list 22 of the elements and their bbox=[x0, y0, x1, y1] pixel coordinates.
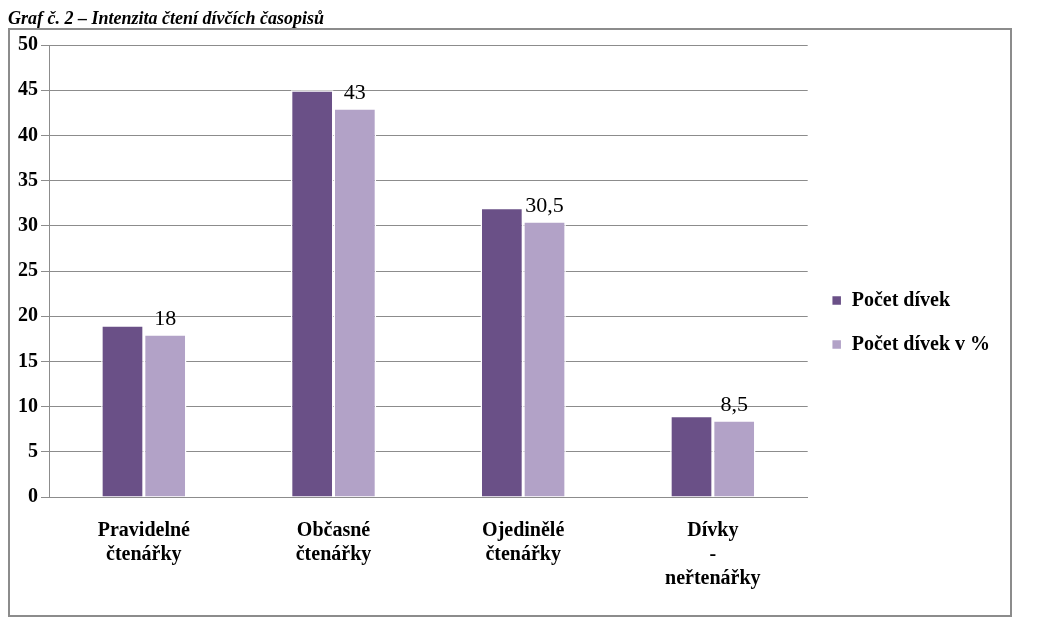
y-tick-label: 0 bbox=[28, 484, 38, 507]
y-tick-label: 5 bbox=[28, 438, 38, 461]
x-tick-label: Občasné čtenářky bbox=[295, 518, 372, 566]
y-tick-label: 10 bbox=[18, 393, 38, 416]
y-tick-label: 50 bbox=[18, 32, 38, 55]
data-label: 30,5 bbox=[525, 192, 564, 218]
y-tick-label: 45 bbox=[18, 77, 38, 100]
y-tick-label: 20 bbox=[18, 303, 38, 326]
legend-label: Počet dívek v % bbox=[851, 331, 990, 354]
data-label: 8,5 bbox=[720, 390, 748, 416]
x-tick-label: Dívky - neřtenářky bbox=[665, 518, 761, 590]
y-tick-label: 40 bbox=[18, 122, 38, 145]
legend-label: Počet dívek bbox=[851, 287, 951, 310]
data-label: 43 bbox=[343, 79, 366, 105]
y-tick-label: 25 bbox=[18, 258, 38, 281]
y-tick-label: 30 bbox=[18, 212, 38, 235]
x-tick-label: Ojedinělé čtenářky bbox=[482, 518, 565, 566]
data-label: 18 bbox=[154, 305, 177, 331]
y-tick-label: 35 bbox=[18, 167, 38, 190]
y-tick-label: 15 bbox=[18, 348, 38, 371]
x-tick-label: Pravidelné čtenářky bbox=[97, 518, 191, 566]
chart-title: Graf č. 2 – Intenzita čtení dívčích časopisů bbox=[8, 8, 325, 28]
